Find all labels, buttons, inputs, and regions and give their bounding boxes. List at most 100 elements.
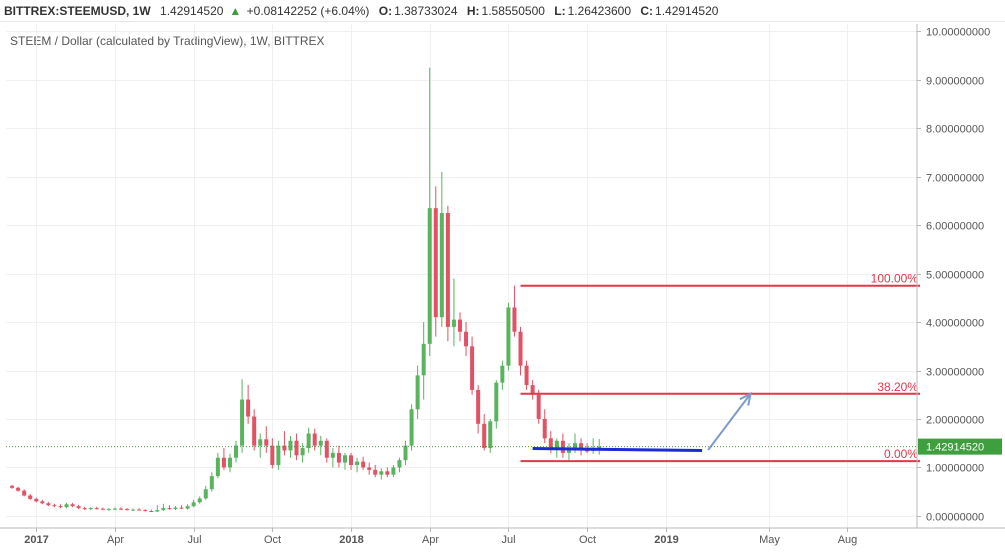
high-label: H: bbox=[466, 4, 480, 18]
candle-body bbox=[579, 443, 584, 451]
candle-body bbox=[300, 448, 305, 456]
x-tick-label: Apr bbox=[422, 534, 439, 546]
candle-body bbox=[470, 346, 475, 390]
candle-body bbox=[361, 461, 366, 468]
candle-body bbox=[10, 485, 15, 488]
candle-body bbox=[379, 471, 384, 475]
candle-body bbox=[282, 445, 287, 451]
close-label: C: bbox=[640, 4, 654, 18]
candle-body bbox=[518, 331, 523, 366]
low-value: 1.26423600 bbox=[567, 4, 632, 18]
candle-body bbox=[294, 440, 299, 456]
candle-body bbox=[252, 416, 257, 446]
x-tick-label: Apr bbox=[107, 534, 124, 546]
candle-body bbox=[131, 509, 136, 511]
y-tick-label: 7.00000000 bbox=[926, 173, 984, 185]
candle-body bbox=[566, 448, 571, 453]
x-tick-label: Oct bbox=[264, 534, 281, 546]
candle-body bbox=[203, 489, 208, 499]
fib-level-label: 0.00% bbox=[884, 447, 918, 461]
low-label: L: bbox=[554, 4, 566, 18]
fib-level-label: 38.20% bbox=[877, 380, 918, 394]
candle-body bbox=[506, 307, 511, 366]
chart-subtitle: STEEM / Dollar (calculated by TradingVie… bbox=[10, 34, 325, 48]
candle-body bbox=[554, 440, 559, 449]
candle-body bbox=[415, 375, 420, 410]
candle-body bbox=[234, 445, 239, 458]
candle-body bbox=[288, 440, 293, 451]
candle-body bbox=[476, 389, 481, 424]
candle-body bbox=[64, 504, 69, 508]
x-tick-label: 2019 bbox=[654, 534, 678, 546]
candle-body bbox=[22, 490, 27, 496]
candle-body bbox=[524, 365, 529, 386]
candle-body bbox=[94, 508, 99, 510]
candle-body bbox=[100, 508, 105, 510]
open-label: O: bbox=[378, 4, 393, 18]
candle-body bbox=[530, 385, 535, 395]
y-tick-label: 9.00000000 bbox=[926, 76, 984, 88]
candle-body bbox=[149, 511, 154, 513]
candle-body bbox=[312, 433, 317, 446]
candle-body bbox=[464, 331, 469, 347]
candle-body bbox=[70, 504, 75, 507]
candle-body bbox=[82, 508, 87, 510]
candle-body bbox=[385, 471, 390, 475]
candle-body bbox=[112, 508, 117, 510]
candle-body bbox=[482, 423, 487, 449]
candle-body bbox=[185, 506, 190, 509]
symbol-label: BITTREX:STEEMUSD, 1W bbox=[4, 4, 151, 18]
price-axis[interactable]: 0.00000000 1.00000000 2.00000000 3.00000000… bbox=[916, 24, 1002, 528]
candle-body bbox=[536, 394, 541, 419]
candle-body bbox=[403, 445, 408, 461]
candle-body bbox=[355, 461, 360, 465]
candle-body bbox=[258, 439, 263, 446]
candle-body bbox=[209, 476, 214, 490]
candle-body bbox=[585, 450, 590, 452]
candle-body bbox=[58, 506, 63, 508]
candle-body bbox=[246, 399, 251, 417]
candle-body bbox=[40, 501, 45, 504]
candle-body bbox=[445, 213, 450, 327]
y-tick-label: 0.00000000 bbox=[926, 512, 984, 524]
y-tick-label: 8.00000000 bbox=[926, 124, 984, 136]
candle-body bbox=[391, 467, 396, 475]
candle-body bbox=[494, 382, 499, 422]
candle-body bbox=[548, 438, 553, 449]
candle-body bbox=[433, 208, 438, 318]
candle-body bbox=[227, 457, 232, 468]
time-axis[interactable]: 2017 Apr Jul Oct 2018 Apr Jul Oct 2019 May Aug bbox=[0, 527, 1005, 546]
y-tick-label: 3.00000000 bbox=[926, 367, 984, 379]
candle-body bbox=[439, 213, 444, 318]
candle-body bbox=[373, 469, 378, 475]
candle-body bbox=[191, 502, 196, 507]
candle-body bbox=[324, 440, 329, 458]
x-tick-label: 2018 bbox=[339, 534, 363, 546]
candle-body bbox=[179, 507, 184, 509]
candle-body bbox=[88, 508, 93, 510]
open-value: 1.38733024 bbox=[394, 4, 458, 18]
candle-body bbox=[221, 457, 226, 468]
candle-body bbox=[597, 446, 602, 449]
candle-body bbox=[457, 319, 462, 332]
projection-arrowhead bbox=[739, 391, 752, 406]
change-value: +0.08142252 (+6.04%) bbox=[246, 4, 370, 18]
x-tick-label: 2017 bbox=[24, 534, 48, 546]
candle-body bbox=[512, 307, 517, 332]
last-price-badge bbox=[918, 438, 1002, 455]
candle-body bbox=[560, 440, 565, 453]
candle-body bbox=[76, 506, 81, 509]
y-tick-label: 6.00000000 bbox=[926, 221, 984, 233]
change-up-icon: ▲ bbox=[229, 4, 242, 18]
x-tick-label: Oct bbox=[579, 534, 596, 546]
candle-body bbox=[167, 508, 172, 510]
y-tick-label: 5.00000000 bbox=[926, 270, 984, 282]
candle-body bbox=[28, 495, 33, 499]
candle-body bbox=[270, 445, 275, 465]
drawing-overlays: 100.00% 38.20% 0.00% bbox=[6, 272, 921, 463]
candle-body bbox=[143, 510, 148, 512]
x-tick-label: Jul bbox=[501, 534, 515, 546]
fib-level-label: 100.00% bbox=[871, 272, 919, 286]
